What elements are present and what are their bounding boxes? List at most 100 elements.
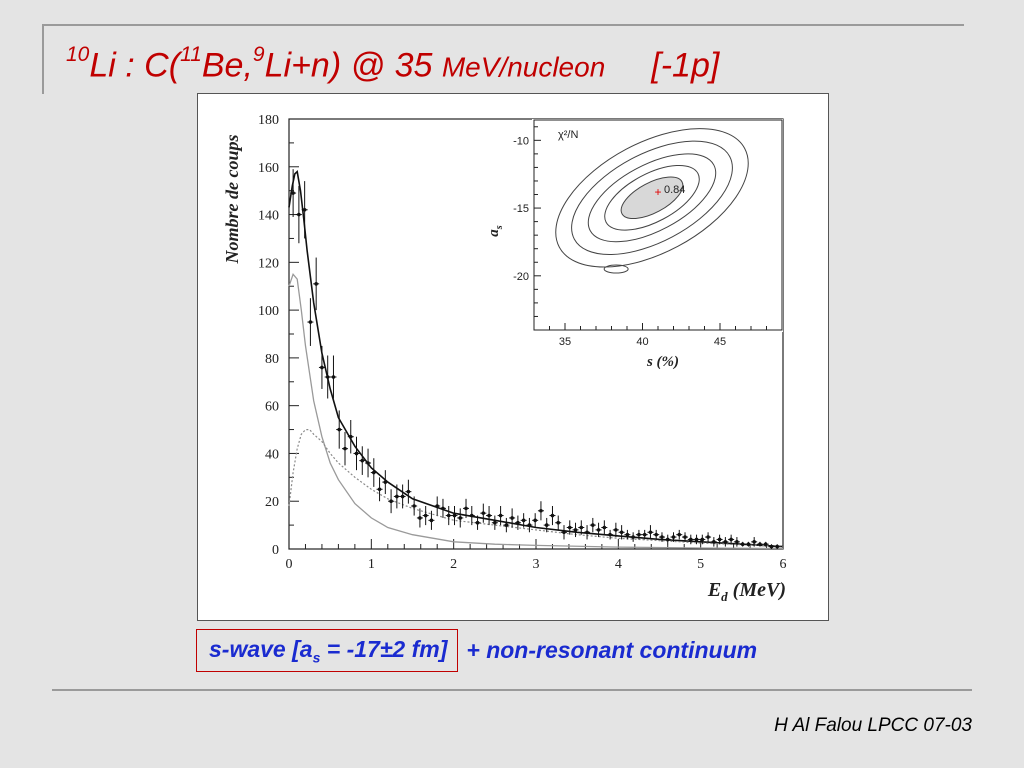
data-point xyxy=(516,520,520,525)
y-tick-label: 20 xyxy=(265,495,279,510)
data-point xyxy=(631,535,635,539)
data-point xyxy=(544,523,549,527)
data-point xyxy=(308,320,313,324)
main-y-axis-label: Nombre de coups xyxy=(222,135,242,265)
main-axis-ticks xyxy=(288,118,784,550)
inset-x-axis-label: s (%) xyxy=(646,354,679,370)
data-point xyxy=(763,542,768,547)
data-point xyxy=(769,544,774,549)
data-point xyxy=(660,535,664,539)
data-point xyxy=(325,375,330,379)
data-point xyxy=(504,523,509,527)
data-point xyxy=(481,511,486,515)
data-point xyxy=(302,207,307,212)
x-tick-label: 0 xyxy=(286,557,293,572)
data-point xyxy=(533,518,537,523)
data-point xyxy=(348,434,353,439)
x-tick-label: 3 xyxy=(533,557,540,572)
figure-panel: 0 1 2 3 4 5 6 0 20 40 60 80 100 120 140 160 180 Nombre d… xyxy=(197,93,829,621)
data-point xyxy=(591,523,595,527)
data-point xyxy=(717,537,722,542)
data-point xyxy=(314,282,318,286)
data-point xyxy=(671,535,676,539)
data-point xyxy=(429,518,434,523)
data-point xyxy=(654,532,659,537)
data-point xyxy=(567,525,572,530)
data-point xyxy=(735,540,739,544)
data-point xyxy=(406,489,411,494)
data-point xyxy=(510,516,514,520)
main-x-axis-label: Ed (MeV) xyxy=(707,579,786,604)
data-point xyxy=(366,461,370,465)
contour-line xyxy=(587,153,717,243)
data-point xyxy=(619,530,624,535)
title-beam-mass: 11 xyxy=(180,43,202,66)
data-point xyxy=(475,520,480,525)
data-point xyxy=(642,532,647,537)
title-beam: Be, xyxy=(201,46,253,85)
chi2-contours xyxy=(555,128,749,274)
data-point xyxy=(337,427,342,432)
data-point xyxy=(354,451,359,456)
data-point xyxy=(775,544,780,549)
data-point xyxy=(412,504,416,508)
data-point xyxy=(498,513,503,518)
inset-y-tick-label: -10 xyxy=(513,135,529,147)
data-point xyxy=(527,523,532,527)
footer-credit: H Al Falou LPCC 07-03 xyxy=(774,715,972,736)
inset-y-label-sub: s xyxy=(494,225,505,230)
data-point xyxy=(395,494,399,499)
data-point xyxy=(746,542,751,547)
data-point xyxy=(573,528,578,532)
data-point xyxy=(400,494,405,499)
inset-y-label-var: a xyxy=(486,229,502,237)
caption: s-wave [as = -17±2 fm] + non-resonant co… xyxy=(196,627,757,674)
curve-solid-gray xyxy=(288,273,784,550)
y-tick-label: 0 xyxy=(272,543,279,558)
slide-title: 10Li : C(11Be,9Li+n) @ 35 MeV/nucleon [-1… xyxy=(66,38,719,87)
title-fragment: Li+n) @ 35 xyxy=(264,46,442,85)
main-x-label-sub: d xyxy=(721,589,728,604)
y-tick-label: 180 xyxy=(258,113,279,128)
data-point xyxy=(683,535,687,539)
data-point xyxy=(423,513,428,518)
bottom-rule xyxy=(52,689,972,691)
data-point xyxy=(602,525,607,530)
title-reaction-open: C( xyxy=(144,46,181,85)
caption-boxed-sub: s xyxy=(312,649,321,666)
x-tick-label: 1 xyxy=(368,557,375,572)
data-point xyxy=(637,532,641,537)
contour-line xyxy=(571,140,733,256)
inset-y-axis-label: as xyxy=(486,225,505,237)
chi2-minimum-marker: + xyxy=(654,185,661,199)
x-tick-label: 5 xyxy=(697,557,704,572)
data-point xyxy=(625,532,630,537)
title-units: MeV/nucleon xyxy=(441,51,606,83)
data-point xyxy=(521,518,526,523)
y-tick-label: 80 xyxy=(265,352,279,367)
data-point xyxy=(452,513,457,518)
y-tick-label: 140 xyxy=(258,209,279,224)
data-point xyxy=(464,506,468,511)
data-point xyxy=(740,542,745,547)
data-point xyxy=(706,535,710,539)
data-point xyxy=(550,513,555,518)
caption-swave-box: s-wave [as = -17±2 fm] xyxy=(196,628,459,673)
data-point xyxy=(418,516,422,520)
data-point xyxy=(297,212,301,217)
data-point xyxy=(723,540,728,544)
data-point xyxy=(688,537,693,542)
data-point xyxy=(596,528,601,532)
data-point xyxy=(441,506,445,511)
data-point xyxy=(694,537,699,542)
data-point xyxy=(291,191,295,195)
data-point xyxy=(665,537,670,542)
data-point xyxy=(377,487,382,492)
title-mass-number: 10 xyxy=(66,43,90,66)
inset-x-tick-label: 40 xyxy=(636,336,648,348)
data-point xyxy=(562,530,566,535)
data-point xyxy=(585,530,589,535)
data-point xyxy=(608,532,612,537)
